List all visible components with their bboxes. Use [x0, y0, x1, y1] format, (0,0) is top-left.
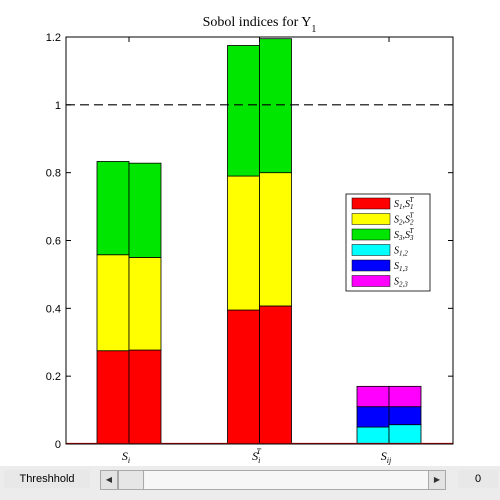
y-tick-label: 0.6: [46, 236, 61, 248]
control-bar: Threshhold ◀ ▶ 0: [0, 466, 500, 500]
bar-segment-s2: [259, 172, 292, 307]
legend-label-s13: S1,3: [394, 261, 408, 273]
bar-segment-s2: [227, 175, 260, 311]
y-tick-label: 0.2: [46, 371, 61, 383]
legend-swatch-s12: [351, 244, 391, 256]
arrow-right-icon[interactable]: ▶: [428, 471, 445, 489]
bars-layer: [96, 37, 422, 445]
legend-label-s3: S3,S3T: [394, 227, 415, 242]
legend-swatch-s23: [351, 275, 391, 287]
bar-segment-s13: [356, 406, 390, 428]
bar-segment-s23: [388, 385, 422, 408]
y-tick-label: 1: [55, 100, 61, 112]
x-category-label: Sij: [381, 449, 392, 465]
legend-label-s1: S1,S1T: [394, 196, 415, 211]
threshold-value: 0: [458, 470, 498, 488]
legend-swatch-s3: [351, 228, 391, 241]
bar-segment-s2: [128, 257, 162, 351]
x-axis: Si SiT Sij: [122, 447, 392, 465]
bar-segment-s23: [356, 385, 390, 408]
threshold-slider[interactable]: ◀ ▶: [100, 470, 446, 490]
legend-label-s2: S2,S2T: [394, 212, 415, 227]
threshold-label: Threshhold: [4, 470, 90, 488]
slider-track[interactable]: [145, 471, 428, 489]
bar-segment-s3: [259, 38, 292, 174]
x-category-label: SiT: [252, 447, 261, 465]
bar-segment-s3: [96, 161, 130, 256]
legend-label-s12: S1,2: [394, 246, 408, 258]
x-category-label: Si: [122, 449, 130, 465]
slider-thumb[interactable]: [118, 471, 144, 489]
bar-segment-s1: [96, 350, 130, 445]
bar-segment-s1: [259, 305, 292, 445]
legend-swatch-s13: [351, 259, 391, 272]
legend-swatch-s2: [351, 213, 391, 225]
y-tick-label: 0.4: [46, 303, 61, 315]
y-axis: 0 0.2 0.4 0.6 0.8 1 1.2: [46, 32, 453, 451]
legend-box: [345, 193, 431, 292]
bar-segment-s13: [388, 406, 422, 426]
legend-label-s23: S2,3: [394, 277, 408, 289]
arrow-left-icon[interactable]: ◀: [101, 471, 118, 489]
bar-segment-s3: [227, 45, 260, 177]
sobol-chart: 0 0.2 0.4 0.6 0.8 1 1.2 Si SiT Sij Sobol indices…: [0, 0, 500, 466]
legend-swatch-s1: [351, 197, 391, 210]
bar-segment-s12: [388, 424, 422, 445]
y-tick-label: 0: [55, 439, 61, 451]
chart-title: Sobol indices for Y1: [203, 15, 317, 35]
bar-segment-s3: [128, 162, 162, 258]
y-tick-label: 1.2: [46, 32, 61, 44]
bar-segment-s1: [227, 309, 260, 445]
bar-segment-s12: [356, 426, 390, 445]
bar-segment-s2: [96, 254, 130, 352]
bar-segment-s1: [128, 349, 162, 445]
y-tick-label: 0.8: [46, 168, 61, 180]
